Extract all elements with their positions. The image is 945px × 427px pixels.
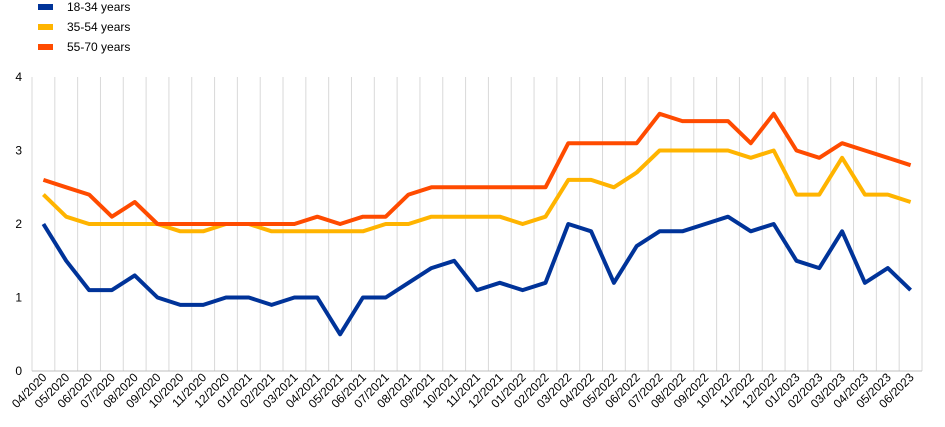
gridlines (31, 77, 923, 371)
y-tick-label: 1 (15, 291, 22, 305)
legend-label: 35-54 years (67, 20, 130, 34)
series-line-2 (42, 148, 912, 234)
y-tick-label: 2 (15, 217, 22, 231)
series-line-1 (41, 214, 912, 337)
y-axis-ticks: 0 1 2 3 4 (15, 70, 22, 378)
legend-label: 18-34 years (67, 0, 130, 14)
series-lines (41, 111, 912, 337)
y-tick-label: 3 (15, 144, 22, 158)
legend-swatch (38, 44, 53, 50)
legend-swatch (38, 4, 53, 10)
legend-label: 55-70 years (67, 40, 130, 54)
x-axis-ticks: 04/202005/202006/202007/202008/202009/20… (9, 370, 917, 411)
series-line-3 (42, 111, 912, 226)
legend: 18-34 years 35-54 years 55-70 years (38, 0, 130, 54)
y-tick-label: 0 (15, 364, 22, 378)
legend-swatch (38, 24, 53, 30)
y-tick-label: 4 (15, 70, 22, 84)
